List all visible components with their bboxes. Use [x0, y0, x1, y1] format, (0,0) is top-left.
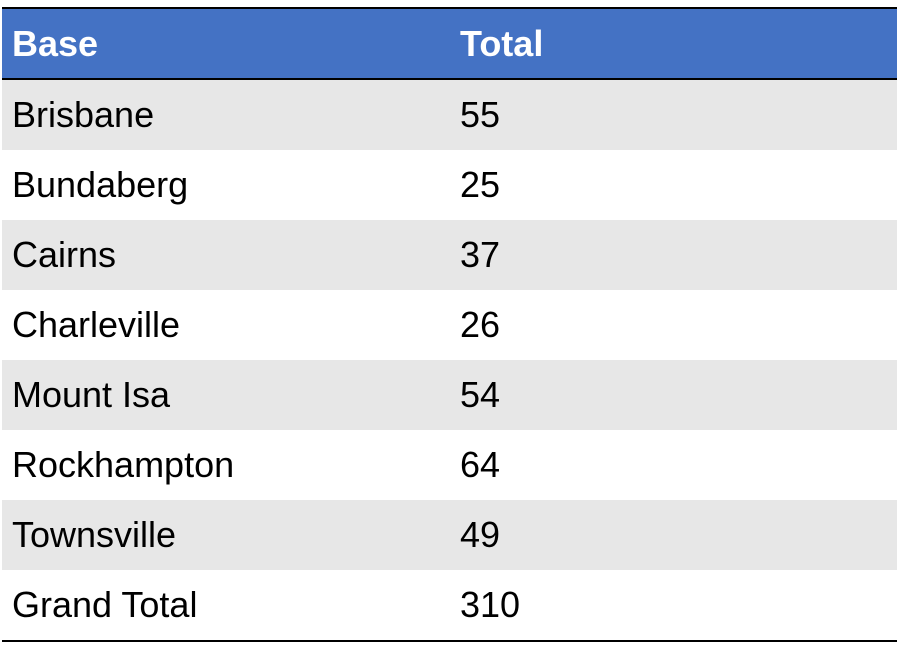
table-row: Brisbane 55 — [2, 80, 897, 150]
table-row: Rockhampton 64 — [2, 430, 897, 500]
table-row: Grand Total 310 — [2, 570, 897, 642]
cell-value: 310 — [460, 584, 521, 625]
cell-value: 37 — [460, 234, 501, 275]
cell-value: 49 — [460, 514, 501, 555]
cell-value: 64 — [460, 444, 501, 485]
cell-label: Charleville — [12, 304, 181, 345]
table-row: Cairns 37 — [2, 220, 897, 290]
cell-value: 55 — [460, 94, 501, 135]
cell-label: Townsville — [12, 514, 177, 555]
cell-value: 26 — [460, 304, 501, 345]
cell-label: Mount Isa — [12, 374, 171, 415]
cell-label: Rockhampton — [12, 444, 235, 485]
cell-value: 54 — [460, 374, 501, 415]
cell-label: Grand Total — [12, 584, 198, 625]
cell-label: Cairns — [12, 234, 117, 275]
cell-label: Brisbane — [12, 94, 155, 135]
header-row: Base Total — [2, 7, 897, 80]
table-row: Charleville 26 — [2, 290, 897, 360]
cell-label: Base — [12, 22, 99, 64]
cell-value: Total — [460, 22, 544, 64]
table-row: Mount Isa 54 — [2, 360, 897, 430]
table-row: Bundaberg 25 — [2, 150, 897, 220]
cell-value: 25 — [460, 164, 501, 205]
cell-label: Bundaberg — [12, 164, 189, 205]
table-row: Townsville 49 — [2, 500, 897, 570]
table: Base Total Brisbane 55 Bundaberg 25 Cairns 37 Ch… — [2, 7, 897, 642]
